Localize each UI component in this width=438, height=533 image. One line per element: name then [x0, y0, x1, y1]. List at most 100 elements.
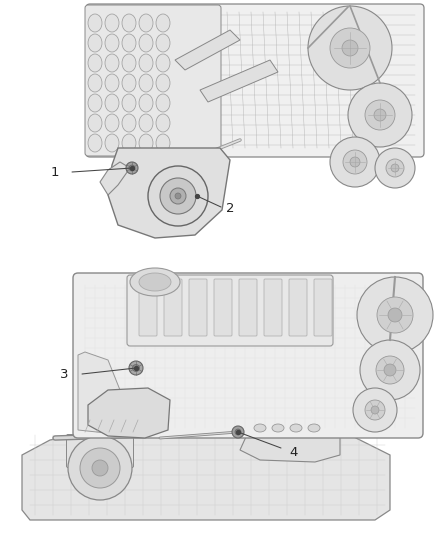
Circle shape — [388, 308, 402, 322]
Polygon shape — [88, 388, 170, 438]
FancyBboxPatch shape — [164, 279, 182, 336]
Ellipse shape — [105, 74, 119, 92]
Circle shape — [384, 364, 396, 376]
Circle shape — [330, 28, 370, 68]
Circle shape — [148, 166, 208, 226]
Text: 3: 3 — [60, 368, 68, 382]
Circle shape — [365, 400, 385, 420]
Ellipse shape — [139, 134, 153, 152]
Ellipse shape — [122, 34, 136, 52]
Circle shape — [170, 188, 186, 204]
Circle shape — [376, 356, 404, 384]
Ellipse shape — [156, 14, 170, 32]
Circle shape — [343, 150, 367, 174]
Polygon shape — [175, 30, 240, 70]
Ellipse shape — [156, 54, 170, 72]
FancyBboxPatch shape — [289, 279, 307, 336]
Ellipse shape — [105, 34, 119, 52]
Circle shape — [375, 148, 415, 188]
FancyBboxPatch shape — [73, 273, 423, 438]
Polygon shape — [78, 352, 135, 435]
Ellipse shape — [156, 114, 170, 132]
FancyBboxPatch shape — [139, 279, 157, 336]
Ellipse shape — [88, 114, 102, 132]
Ellipse shape — [122, 114, 136, 132]
FancyBboxPatch shape — [86, 4, 424, 157]
Circle shape — [235, 429, 241, 435]
Ellipse shape — [88, 134, 102, 152]
Circle shape — [386, 159, 404, 177]
Ellipse shape — [88, 74, 102, 92]
Ellipse shape — [105, 114, 119, 132]
Circle shape — [330, 137, 380, 187]
FancyBboxPatch shape — [239, 279, 257, 336]
Circle shape — [357, 277, 433, 353]
Ellipse shape — [122, 134, 136, 152]
Ellipse shape — [308, 424, 320, 432]
Text: 4: 4 — [290, 446, 298, 458]
FancyBboxPatch shape — [189, 279, 207, 336]
Ellipse shape — [105, 94, 119, 112]
Ellipse shape — [290, 424, 302, 432]
Circle shape — [348, 83, 412, 147]
Circle shape — [175, 193, 181, 199]
Text: 1: 1 — [51, 166, 59, 179]
Circle shape — [374, 109, 386, 121]
Ellipse shape — [105, 54, 119, 72]
Circle shape — [129, 361, 143, 375]
FancyBboxPatch shape — [127, 275, 333, 346]
Ellipse shape — [88, 94, 102, 112]
Ellipse shape — [156, 94, 170, 112]
Circle shape — [80, 448, 120, 488]
Circle shape — [377, 297, 413, 333]
Circle shape — [129, 165, 135, 171]
FancyBboxPatch shape — [67, 434, 134, 467]
Ellipse shape — [156, 74, 170, 92]
Circle shape — [133, 365, 139, 372]
Circle shape — [353, 388, 397, 432]
Polygon shape — [100, 162, 130, 195]
Ellipse shape — [139, 74, 153, 92]
Circle shape — [308, 6, 392, 90]
Ellipse shape — [122, 14, 136, 32]
Circle shape — [92, 460, 108, 476]
Ellipse shape — [122, 54, 136, 72]
Circle shape — [365, 100, 395, 130]
Ellipse shape — [156, 34, 170, 52]
Text: 2: 2 — [226, 201, 234, 214]
Circle shape — [391, 164, 399, 172]
Circle shape — [232, 426, 244, 438]
Polygon shape — [108, 148, 230, 238]
Ellipse shape — [139, 94, 153, 112]
Ellipse shape — [130, 268, 180, 296]
Circle shape — [350, 157, 360, 167]
Ellipse shape — [122, 94, 136, 112]
Circle shape — [68, 436, 132, 500]
Ellipse shape — [272, 424, 284, 432]
Circle shape — [160, 178, 196, 214]
FancyBboxPatch shape — [314, 279, 332, 336]
Polygon shape — [200, 60, 278, 102]
Circle shape — [342, 40, 358, 56]
Ellipse shape — [139, 273, 171, 291]
Circle shape — [126, 162, 138, 174]
Ellipse shape — [156, 134, 170, 152]
Ellipse shape — [88, 54, 102, 72]
Ellipse shape — [139, 34, 153, 52]
Polygon shape — [240, 425, 340, 462]
FancyBboxPatch shape — [264, 279, 282, 336]
Ellipse shape — [139, 14, 153, 32]
Circle shape — [360, 340, 420, 400]
Ellipse shape — [88, 14, 102, 32]
Ellipse shape — [122, 74, 136, 92]
Ellipse shape — [254, 424, 266, 432]
Ellipse shape — [88, 34, 102, 52]
Ellipse shape — [105, 14, 119, 32]
Ellipse shape — [139, 114, 153, 132]
FancyBboxPatch shape — [214, 279, 232, 336]
FancyBboxPatch shape — [85, 5, 221, 156]
Circle shape — [371, 406, 379, 414]
Polygon shape — [22, 428, 390, 520]
Ellipse shape — [105, 134, 119, 152]
Ellipse shape — [139, 54, 153, 72]
